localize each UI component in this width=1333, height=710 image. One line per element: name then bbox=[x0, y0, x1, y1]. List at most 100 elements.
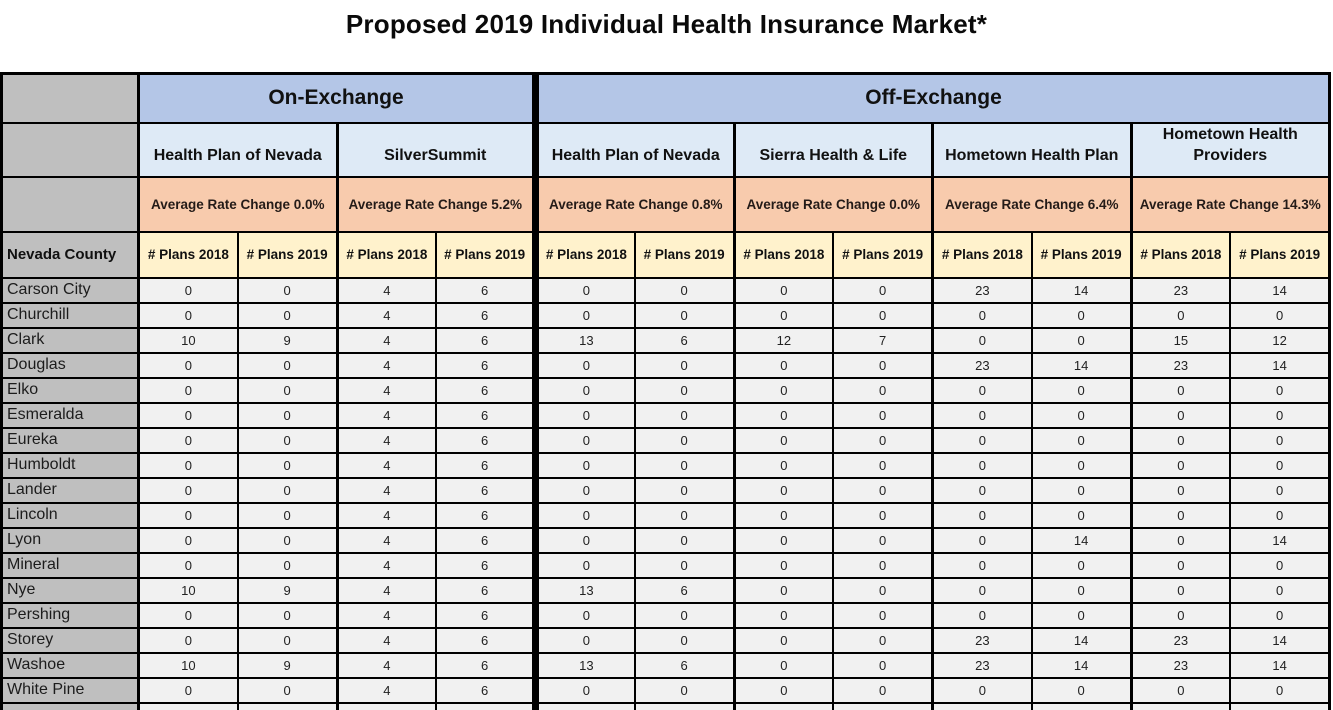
value-cell: 14 bbox=[1229, 626, 1331, 654]
value-cell: 0 bbox=[930, 301, 1033, 329]
value-cell: 0 bbox=[236, 276, 339, 304]
value-cell: 0 bbox=[1129, 551, 1232, 579]
plan-year-header: # Plans 2018 bbox=[531, 230, 636, 279]
value-cell: 0 bbox=[732, 526, 835, 554]
section-header-on-exchange: On-Exchange bbox=[137, 72, 537, 124]
value-cell: 0 bbox=[531, 451, 636, 479]
value-cell: 0 bbox=[531, 426, 636, 454]
value-cell: 0 bbox=[633, 301, 736, 329]
value-cell: 4 bbox=[335, 351, 438, 379]
value-cell: 0 bbox=[732, 501, 835, 529]
value-cell: 0 bbox=[137, 476, 239, 504]
plan-year-header: # Plans 2018 bbox=[732, 230, 835, 279]
value-cell: 0 bbox=[1129, 526, 1232, 554]
value-cell: 14 bbox=[1030, 651, 1133, 679]
value-cell: 0 bbox=[1129, 601, 1232, 629]
county-cell: Pershing bbox=[0, 601, 140, 629]
value-cell: 0 bbox=[832, 376, 934, 404]
value-cell: 0 bbox=[832, 401, 934, 429]
value-cell: 4 bbox=[335, 276, 438, 304]
insurer-header-silversummit: SilverSummit bbox=[335, 121, 537, 178]
value-cell: 0 bbox=[1129, 376, 1232, 404]
value-cell: 0 bbox=[930, 576, 1033, 604]
value-cell: 0 bbox=[930, 551, 1033, 579]
table-row: Carson City 0 0 4 6 0 0 0 0 23 14 23 14 bbox=[0, 276, 1331, 304]
value-cell: 4 bbox=[335, 526, 438, 554]
county-rows: Carson City 0 0 4 6 0 0 0 0 23 14 23 14 Churchill 0… bbox=[0, 276, 1331, 704]
value-cell: 6 bbox=[435, 626, 537, 654]
value-cell: 23 bbox=[930, 651, 1033, 679]
value-cell: 4 bbox=[335, 326, 438, 354]
value-cell: 14 bbox=[1229, 351, 1331, 379]
plan-year-header: # Plans 2019 bbox=[435, 230, 537, 279]
value-cell: 6 bbox=[435, 551, 537, 579]
value-cell: 0 bbox=[1030, 501, 1133, 529]
table-row: Douglas 0 0 4 6 0 0 0 0 23 14 23 14 bbox=[0, 351, 1331, 379]
value-cell: 0 bbox=[1129, 451, 1232, 479]
value-cell: 6 bbox=[633, 651, 736, 679]
value-cell: 0 bbox=[1030, 401, 1133, 429]
rate-change-hometown-plan: Average Rate Change 6.4% bbox=[931, 175, 1132, 233]
value-cell: 0 bbox=[531, 626, 636, 654]
value-cell: 6 bbox=[435, 476, 537, 504]
value-cell: 0 bbox=[633, 501, 736, 529]
county-cell: Churchill bbox=[0, 301, 140, 329]
insurer-header-hpn-off: Health Plan of Nevada bbox=[532, 121, 735, 178]
value-cell: 0 bbox=[1229, 376, 1331, 404]
value-cell: 6 bbox=[435, 426, 537, 454]
value-cell: 0 bbox=[633, 626, 736, 654]
value-cell: 23 bbox=[1129, 276, 1232, 304]
value-cell: 10 bbox=[137, 576, 239, 604]
value-cell: 0 bbox=[1129, 501, 1232, 529]
value-cell: 0 bbox=[930, 401, 1033, 429]
corner-cell bbox=[0, 175, 140, 233]
county-cell: Nye bbox=[0, 576, 140, 604]
rate-change-hometown-providers: Average Rate Change 14.3% bbox=[1129, 175, 1331, 233]
value-cell: 13 bbox=[531, 326, 636, 354]
value-cell: 0 bbox=[633, 551, 736, 579]
value-cell: 4 bbox=[335, 301, 438, 329]
county-cell bbox=[0, 701, 140, 710]
county-cell: Lander bbox=[0, 476, 140, 504]
value-cell: 14 bbox=[1030, 351, 1133, 379]
value-cell: 0 bbox=[832, 351, 934, 379]
county-cell: Humboldt bbox=[0, 451, 140, 479]
value-cell: 0 bbox=[531, 551, 636, 579]
value-cell: 0 bbox=[633, 351, 736, 379]
value-cell: 23 bbox=[1129, 651, 1232, 679]
value-cell: 0 bbox=[137, 526, 239, 554]
value-cell: 0 bbox=[236, 401, 339, 429]
table-row: Clark 10 9 4 6 13 6 12 7 0 0 15 12 bbox=[0, 326, 1331, 354]
value-cell: 0 bbox=[633, 601, 736, 629]
value-cell: 6 bbox=[435, 301, 537, 329]
value-cell: 7 bbox=[832, 326, 934, 354]
value-cell: 0 bbox=[732, 401, 835, 429]
value-cell: 0 bbox=[1229, 401, 1331, 429]
value-cell: 0 bbox=[832, 276, 934, 304]
value-cell: 4 bbox=[335, 401, 438, 429]
value-cell: 0 bbox=[930, 501, 1033, 529]
value-cell: 6 bbox=[435, 276, 537, 304]
insurer-header-row: Health Plan of Nevada SilverSummit Healt… bbox=[0, 121, 1331, 178]
value-cell: 0 bbox=[531, 301, 636, 329]
section-header-off-exchange: Off-Exchange bbox=[532, 72, 1331, 124]
value-cell: 0 bbox=[1030, 676, 1133, 704]
table-row: Washoe 10 9 4 6 13 6 0 0 23 14 23 14 bbox=[0, 651, 1331, 679]
plan-year-header: # Plans 2018 bbox=[930, 230, 1033, 279]
value-cell: 0 bbox=[930, 526, 1033, 554]
value-cell: 0 bbox=[1229, 576, 1331, 604]
county-cell: Lyon bbox=[0, 526, 140, 554]
value-cell: 12 bbox=[1229, 326, 1331, 354]
insurer-header-hpn-on: Health Plan of Nevada bbox=[137, 121, 338, 178]
value-cell: 0 bbox=[236, 426, 339, 454]
county-cell: Esmeralda bbox=[0, 401, 140, 429]
value-cell: 10 bbox=[137, 651, 239, 679]
title-bar: Proposed 2019 Individual Health Insuranc… bbox=[0, 0, 1333, 72]
rate-change-silversummit: Average Rate Change 5.2% bbox=[335, 175, 537, 233]
value-cell: 6 bbox=[435, 501, 537, 529]
value-cell: 0 bbox=[1030, 476, 1133, 504]
